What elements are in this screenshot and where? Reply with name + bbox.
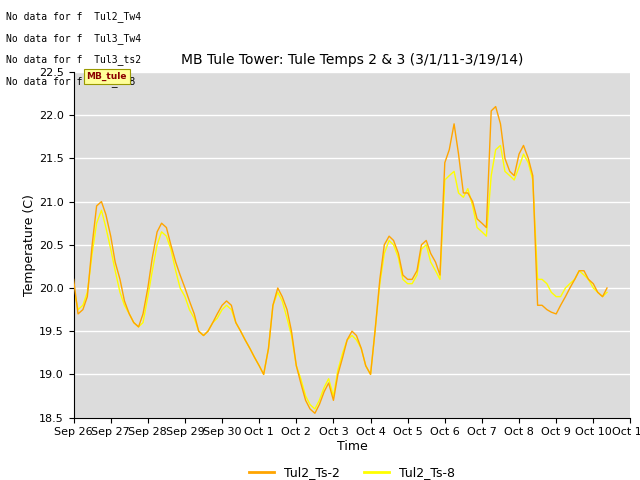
- Text: No data for f  Tul3_Tw4: No data for f Tul3_Tw4: [6, 33, 141, 44]
- Legend: Tul2_Ts-2, Tul2_Ts-8: Tul2_Ts-2, Tul2_Ts-8: [244, 461, 460, 480]
- Text: MB_tule: MB_tule: [86, 72, 127, 81]
- X-axis label: Time: Time: [337, 440, 367, 453]
- Text: No data for f  Tul3_ts2: No data for f Tul3_ts2: [6, 54, 141, 65]
- Text: No data for f  Tul2_Tw4: No data for f Tul2_Tw4: [6, 11, 141, 22]
- Y-axis label: Temperature (C): Temperature (C): [23, 194, 36, 296]
- Title: MB Tule Tower: Tule Temps 2 & 3 (3/1/11-3/19/14): MB Tule Tower: Tule Temps 2 & 3 (3/1/11-…: [181, 53, 523, 67]
- Text: No data for f  Ul3_ts8: No data for f Ul3_ts8: [6, 76, 136, 87]
